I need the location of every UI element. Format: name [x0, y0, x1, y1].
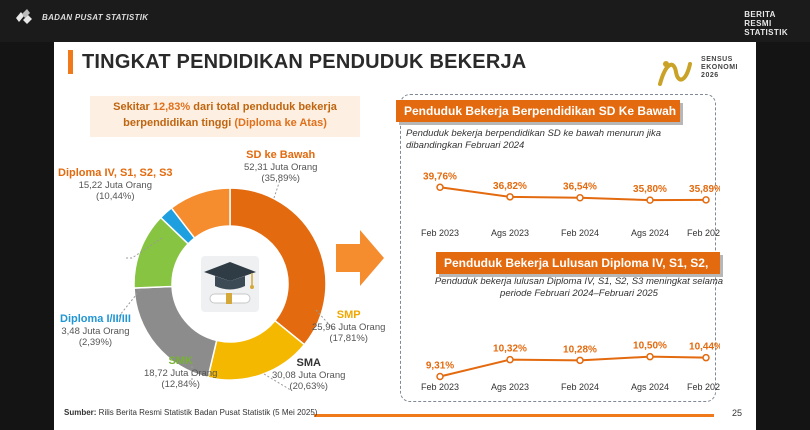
slice-pct: (17,81%): [329, 333, 368, 344]
bps-emblem-icon: [16, 9, 32, 24]
sensus-ekonomi-logo-icon: [658, 61, 692, 86]
donut-slice-diploma4: [170, 187, 231, 240]
brs-line: STATISTIK: [744, 28, 788, 37]
data-point: [436, 183, 444, 192]
trend-panel: [400, 94, 716, 402]
logo-line: EKONOMI: [701, 64, 738, 71]
data-point: [576, 356, 584, 365]
slice-pct: (12,84%): [161, 379, 200, 390]
bps-logo: BADAN PUSAT STATISTIK: [14, 8, 148, 26]
leader-line: [315, 309, 335, 331]
slice-pct: (20,63%): [289, 381, 328, 392]
highlight-text: dari total penduduk bekerja: [190, 101, 337, 113]
slice-label-smp: SMP 25,96 Juta Orang (17,81%): [312, 309, 386, 345]
slice-label-sd: SD ke Bawah 52,31 Juta Orang (35,89%): [244, 149, 318, 185]
logo-line: 2026: [701, 72, 719, 79]
series-line: [439, 355, 707, 378]
data-point: [646, 352, 654, 361]
chart2-note: Penduduk bekerja lulusan Diploma IV, S1,…: [434, 276, 724, 299]
slide: TINGKAT PENDIDIKAN PENDUDUK BEKERJA SENS…: [54, 42, 756, 430]
slice-value: 25,96 Juta Orang: [312, 321, 386, 333]
arrow-right-icon: [336, 230, 384, 286]
data-label: 36,82%: [493, 181, 527, 192]
slice-name: SMP: [336, 309, 361, 321]
x-tick-label: Feb 2024: [561, 228, 599, 238]
slice-label-smk: SMK 18,72 Juta Orang (12,84%): [144, 355, 218, 391]
highlight-pct: 12,83%: [152, 101, 191, 113]
org-name: BADAN PUSAT STATISTIK: [42, 12, 149, 22]
source-note: Sumber: Rilis Berita Resmi Statistik Bad…: [64, 408, 317, 417]
data-label: 10,32%: [493, 344, 527, 355]
highlight-emph: (Diploma ke Atas): [234, 117, 327, 129]
slice-pct: (35,89%): [261, 173, 300, 184]
slice-name: SMA: [296, 357, 321, 369]
data-point: [702, 196, 710, 204]
slice-pct: (2,39%): [78, 337, 113, 348]
data-label: 10,28%: [563, 344, 597, 355]
source-text: Rilis Berita Resmi Statistik Badan Pusat…: [96, 408, 318, 417]
data-label: 35,80%: [633, 184, 667, 195]
source-label: Sumber:: [64, 408, 97, 417]
graduation-cap-icon: [201, 256, 259, 312]
x-tick-label: Ags 2024: [631, 382, 669, 392]
slice-label-diploma123: Diploma I/II/III 3,48 Juta Orang (2,39%): [60, 313, 131, 349]
leader-line: [273, 179, 281, 199]
slice-name: SD ke Bawah: [246, 149, 316, 161]
chart1-title: Penduduk Bekerja Berpendidikan SD Ke Baw…: [396, 100, 680, 122]
data-label: 39,76%: [423, 171, 457, 182]
chart2-title: Penduduk Bekerja Lulusan Diploma IV, S1,…: [436, 252, 720, 292]
leader-line: [115, 289, 141, 321]
chart1-note: Penduduk bekerja berpendidikan SD ke baw…: [406, 128, 662, 151]
line-chart-diploma: 9,31% Feb 2023 10,32% Ags 2023 10,28% Feb 202…: [421, 341, 720, 392]
sensus-ekonomi-text: SENSUS EKONOMI 2026: [701, 56, 738, 80]
data-label: 36,54%: [563, 182, 597, 193]
donut-slice-sd: [229, 187, 327, 346]
data-point: [506, 193, 514, 201]
slice-name: Diploma I/II/III: [60, 313, 131, 325]
brs-logo: BERITA RESMI STATISTIK: [744, 10, 788, 37]
data-point: [506, 355, 514, 364]
top-bar: BADAN PUSAT STATISTIK BERITA RESMI STATI…: [0, 0, 810, 42]
data-point: [576, 193, 584, 202]
data-label: 10,44%: [689, 342, 720, 353]
data-label: 9,31%: [426, 361, 454, 372]
donut-chart: [115, 179, 335, 390]
slice-value: 15,22 Juta Orang: [78, 179, 152, 191]
x-tick-label: Feb 2023: [421, 228, 459, 238]
x-tick-label: Feb 2025: [687, 382, 720, 392]
logo-line: SENSUS: [701, 56, 733, 63]
footer-accent: [314, 414, 714, 417]
brs-line: BERITA: [744, 10, 776, 19]
slice-label-sma: SMA 30,08 Juta Orang (20,63%): [272, 357, 346, 393]
slice-value: 30,08 Juta Orang: [272, 369, 346, 381]
line-chart-sd: 39,76% Feb 2023 36,82% Ags 2023 36,54% Feb 20…: [421, 171, 720, 238]
page-number: 25: [731, 408, 742, 418]
page-title: TINGKAT PENDIDIKAN PENDUDUK BEKERJA: [82, 51, 527, 73]
slice-value: 18,72 Juta Orang: [144, 367, 218, 379]
slice-pct: (10,44%): [95, 191, 135, 202]
x-tick-label: Feb 2025: [687, 228, 720, 238]
slice-label-diploma4: Diploma IV, S1, S2, S3 15,22 Juta Orang …: [58, 167, 173, 203]
highlight-box: Sekitar 12,83% dari total penduduk beker…: [90, 96, 360, 137]
x-tick-label: Ags 2024: [631, 228, 669, 238]
highlight-text: Sekitar: [113, 101, 153, 113]
x-tick-label: Feb 2024: [561, 382, 599, 392]
x-tick-label: Feb 2023: [421, 382, 459, 392]
x-tick-label: Ags 2023: [491, 382, 529, 392]
slice-value: 52,31 Juta Orang: [244, 161, 318, 173]
slice-name: Diploma IV, S1, S2, S3: [58, 167, 173, 179]
title-accent: [68, 50, 73, 74]
data-point: [646, 196, 654, 204]
brs-line: RESMI: [744, 19, 772, 28]
highlight-text: berpendidikan tinggi: [123, 117, 235, 129]
data-label: 35,89%: [689, 184, 720, 195]
x-tick-label: Ags 2023: [491, 228, 529, 238]
data-point: [702, 353, 710, 362]
slice-value: 3,48 Juta Orang: [61, 325, 130, 337]
slice-name: SMK: [168, 355, 193, 367]
leader-line: [124, 237, 163, 259]
data-point: [436, 372, 444, 381]
data-label: 10,50%: [633, 341, 667, 352]
